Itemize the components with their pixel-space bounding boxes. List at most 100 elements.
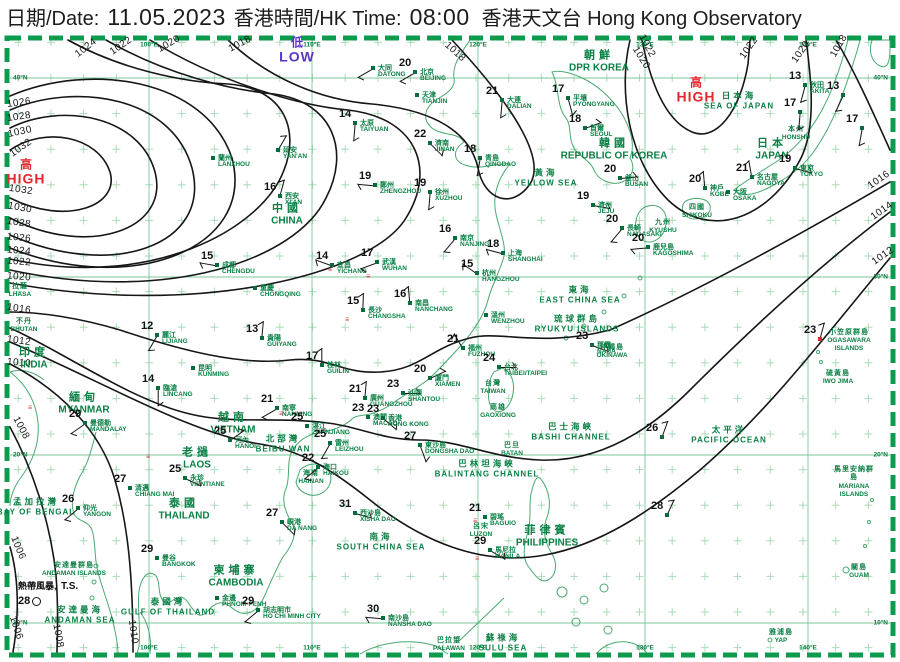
station-temperature: 29 (242, 595, 255, 607)
sea-label: 北部灣 BEIBU WAN (255, 433, 311, 454)
station-temperature: 19 (779, 153, 792, 165)
station-name-zh: 南寧 (282, 405, 296, 412)
station-name-en: NANSHA DAO (388, 621, 432, 628)
sea-label: 泰國灣 GULF OF THAILAND (120, 596, 216, 617)
station-name-zh: 鹿兒島 (653, 244, 674, 251)
place-label: 呂宋 LUZON (469, 522, 493, 539)
station-name-zh: 神戶 (710, 185, 724, 192)
station-name-en: HONG KONG (388, 421, 429, 428)
weather-symbol-icon: ≡ (344, 316, 350, 324)
station-dot-icon (128, 486, 132, 490)
lon-label: 130°E (636, 644, 654, 652)
station-name-en: NAGASAKI (627, 231, 662, 238)
sea-label: 巴林坦海峽 BALINTANG CHANNEL (434, 458, 540, 479)
station-temperature: 21 (736, 162, 749, 174)
station-dot-icon (591, 203, 595, 207)
station-name-zh: 濟南 (435, 140, 449, 147)
station-name-zh: 胡志明市 (263, 607, 291, 614)
place-label: 拉薩 LHASA (8, 282, 32, 299)
weather-symbol-icon: ≡ (474, 555, 480, 563)
station-name-en: VIENTIANE (190, 481, 225, 488)
station-name-en: CHENGDU (222, 268, 255, 275)
station-dot-icon (793, 166, 797, 170)
station-dot-icon (453, 236, 457, 240)
station-temperature: 21 (447, 333, 460, 345)
country-label: 韓國 REPUBLIC OF KOREA (560, 137, 668, 162)
station-dot-icon (428, 190, 432, 194)
station-dot-icon (620, 226, 624, 230)
station-name-zh: 大連 (507, 97, 521, 104)
station-name-zh: 上海 (508, 250, 522, 257)
station-name-en: WUHAN (382, 265, 407, 272)
map-border (4, 35, 896, 658)
station-name-zh: 澳門 (373, 414, 387, 421)
station-name-zh: 武漢 (382, 259, 396, 266)
station-name-zh: 青島 (485, 155, 499, 162)
station-temperature: 20 (606, 213, 619, 225)
station-name-en: SHANGHAI (508, 256, 543, 263)
station-temperature: 19 (414, 177, 427, 189)
station-name-zh: 大同 (378, 65, 392, 72)
station-dot-icon (155, 556, 159, 560)
station-temperature: 23 (367, 403, 380, 415)
lat-label: 40°N (13, 74, 28, 82)
sea-label: 東海 EAST CHINA SEA (539, 284, 621, 305)
station-temperature: 13 (827, 80, 840, 92)
station-name-zh: 杭州 (482, 270, 496, 277)
station-name-zh: 永珍 (190, 475, 204, 482)
station-dot-icon (408, 301, 412, 305)
station-temperature: 21 (349, 383, 362, 395)
station-name-en: KOBE (710, 191, 729, 198)
sea-label: 蘇祿海 SULU SEA (478, 632, 528, 653)
station-dot-icon (305, 424, 309, 428)
station-dot-icon (366, 415, 370, 419)
sea-label: 安達曼海 ANDAMAN SEA (44, 604, 116, 625)
sea-label: 太平洋 PACIFIC OCEAN (691, 424, 767, 445)
station-dot-icon (803, 83, 807, 87)
station-dot-icon (501, 251, 505, 255)
station-temperature: 14 (142, 373, 155, 385)
station-temperature: 18 (487, 238, 500, 250)
station-name-en: NAGOYA (757, 180, 785, 187)
weather-symbol-icon: ≡ (365, 273, 371, 281)
station-temperature: 13 (246, 323, 259, 335)
station-name-zh: 濟州 (598, 202, 612, 209)
station-temperature: 26 (646, 422, 659, 434)
station-name-zh: 溫州 (491, 312, 505, 319)
station-temperature: 28 (651, 500, 664, 512)
station-name-zh: 汕頭 (408, 390, 422, 397)
station-dot-icon (280, 520, 284, 524)
station-temperature: 17 (784, 97, 797, 109)
country-label: 日本 JAPAN (755, 137, 789, 162)
place-label: 馬里安納群島 MARIANA ISLANDS (834, 465, 874, 498)
station-dot-icon (276, 148, 280, 152)
pressure-center-label: 高 HIGH (6, 157, 46, 187)
station-temperature: 31 (339, 498, 352, 510)
station-name-zh: 徐州 (435, 189, 449, 196)
coastline-layer (9, 39, 891, 655)
lon-label: 100°E (140, 41, 158, 49)
station-name-en: YANGON (83, 511, 111, 518)
station-temperature: 30 (367, 603, 380, 615)
station-temperature: 25 (214, 425, 227, 437)
station-name-en: BEIJING (420, 75, 447, 82)
station-name-zh: 金邊 (222, 595, 236, 602)
station-dot-icon (211, 156, 215, 160)
lon-label: 120°E (469, 644, 487, 652)
station-name-zh: 臨滄 (163, 385, 177, 392)
station-dot-icon (488, 548, 492, 552)
station-name-zh: 昆明 (198, 365, 212, 372)
station-dot-icon (275, 406, 279, 410)
station-dot-icon (215, 263, 219, 267)
station-name-zh: 曼谷 (162, 555, 176, 562)
station-name-zh: 延安 (283, 147, 297, 154)
station-name-en: PHNOM-PENH (222, 601, 267, 608)
station-name-en: LEIZHOU (335, 446, 364, 453)
place-label: 四國 SHIKOKU (682, 203, 712, 220)
station-temperature: 27 (114, 473, 127, 485)
